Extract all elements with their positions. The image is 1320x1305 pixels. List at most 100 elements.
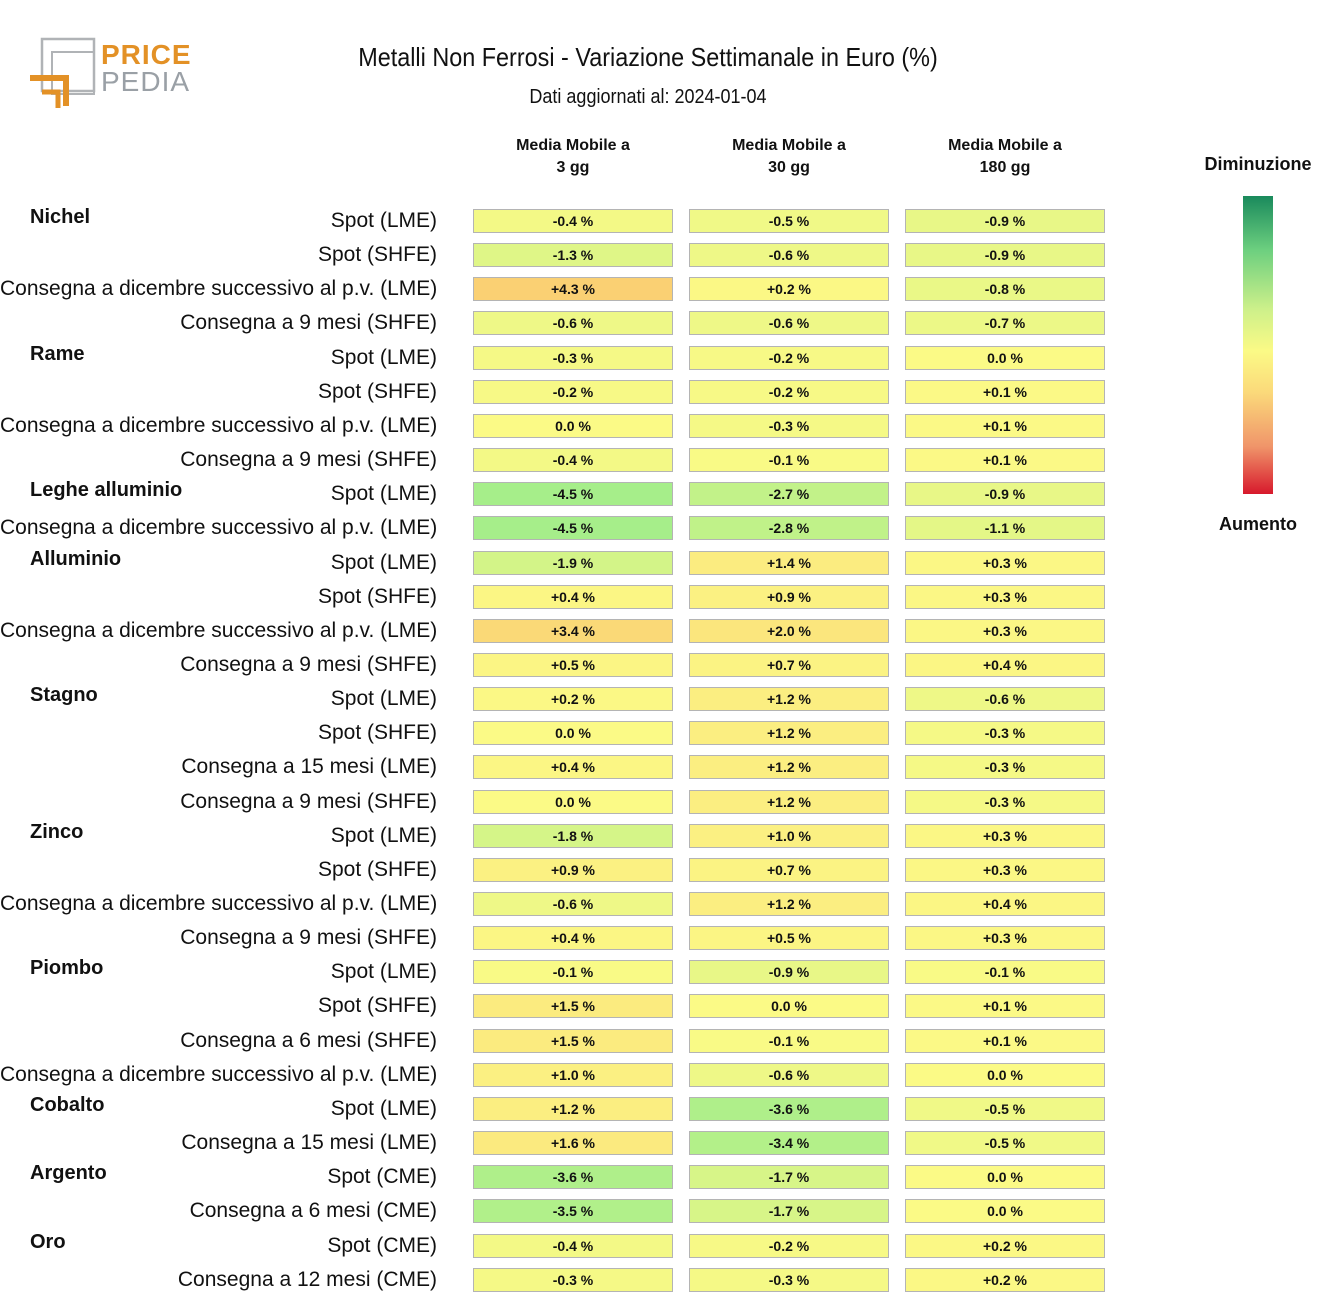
heatmap-cell: -0.6 % [689, 1062, 889, 1087]
heatmap-cell: +1.6 % [473, 1131, 673, 1156]
row-label: Spot (CME) [327, 1233, 437, 1257]
row-label: Spot (SHFE) [317, 857, 437, 881]
heatmap-cell: +0.3 % [905, 926, 1105, 951]
heatmap-cell: -0.5 % [905, 1131, 1105, 1156]
heatmap-cell: -0.4 % [473, 448, 673, 473]
heatmap-cell: -0.7 % [905, 311, 1105, 336]
legend-top-label: Diminuzione [1204, 154, 1312, 174]
heatmap-cell: -0.1 % [473, 960, 673, 985]
row-label: Spot (LME) [330, 1096, 437, 1120]
heatmap-cell: -0.9 % [905, 209, 1105, 233]
heatmap-cell: +2.0 % [689, 618, 889, 643]
heatmap-cell: -0.3 % [689, 1267, 889, 1292]
heatmap-cell: -0.6 % [473, 892, 673, 916]
row-label: Consegna a 9 mesi (SHFE) [180, 926, 437, 950]
heatmap-cell: +0.3 % [905, 584, 1105, 609]
heatmap-cell: 0.0 % [905, 1062, 1105, 1087]
heatmap-cell: -0.3 % [905, 755, 1105, 780]
group-label: Nichel [30, 206, 91, 228]
heatmap-cell: -3.6 % [473, 1165, 673, 1190]
row-label: Spot (SHFE) [317, 379, 437, 403]
heatmap-cell: +0.4 % [473, 926, 673, 951]
row-label: Spot (SHFE) [317, 243, 437, 267]
heatmap-cell: +0.1 % [905, 413, 1105, 438]
heatmap-cell: +0.2 % [473, 687, 673, 712]
heatmap-cell: -0.2 % [689, 379, 889, 404]
group-label: Zinco [30, 820, 84, 843]
heatmap-cell: +0.3 % [905, 618, 1105, 643]
heatmap-cell: -1.3 % [473, 243, 673, 268]
heatmap-cell: -0.6 % [689, 243, 889, 268]
heatmap-cell: -3.6 % [689, 1096, 889, 1121]
group-label: Alluminio [30, 547, 122, 570]
heatmap-cell: +1.0 % [689, 823, 889, 848]
heatmap-cell: +0.9 % [473, 857, 673, 882]
heatmap-cell: -4.5 % [473, 516, 673, 541]
column-header-180gg: Media Mobile a 180 gg [948, 137, 1062, 176]
heatmap-cell: -0.9 % [905, 482, 1105, 507]
logo-pedia-text: PEDIA [101, 66, 191, 97]
heatmap-cell: +0.1 % [905, 994, 1105, 1019]
heatmap-cell: -0.1 % [689, 448, 889, 473]
row-label: Consegna a dicembre successivo al p.v. (… [0, 1062, 438, 1086]
heatmap-cell: -0.3 % [905, 789, 1105, 814]
row-label: Consegna a dicembre successivo al p.v. (… [0, 516, 438, 540]
row-label: Spot (LME) [330, 960, 437, 984]
group-label: Rame [30, 342, 85, 365]
heatmap-cell: 0.0 % [689, 994, 889, 1019]
heatmap-cell: +0.4 % [473, 755, 673, 780]
heatmap-cell: +0.9 % [689, 584, 889, 609]
heatmap-cell: +1.5 % [473, 1028, 673, 1053]
heatmap-cell: +0.3 % [905, 550, 1105, 575]
heatmap-cell: -0.5 % [689, 209, 889, 233]
heatmap-cell: +0.5 % [473, 652, 673, 677]
heatmap-cell: +0.3 % [905, 823, 1105, 848]
legend-bottom-label: Aumento [1219, 514, 1297, 534]
heatmap-cell: +0.7 % [689, 652, 889, 677]
heatmap-cell: -0.2 % [473, 379, 673, 404]
heatmap-cell: +0.2 % [905, 1267, 1105, 1292]
row-label: Consegna a dicembre successivo al p.v. (… [0, 277, 438, 301]
heatmap-cell: -0.4 % [473, 209, 673, 233]
heatmap-cell: -0.6 % [473, 311, 673, 336]
group-label: Oro [30, 1230, 66, 1253]
heatmap-cell: +0.2 % [689, 277, 889, 302]
heatmap-cell: +0.4 % [905, 892, 1105, 916]
heatmap-cell: -1.7 % [689, 1165, 889, 1190]
group-label: Stagno [30, 684, 98, 707]
heatmap-cell: -1.9 % [473, 550, 673, 575]
heatmap-cell: 0.0 % [473, 789, 673, 814]
row-label: Spot (LME) [330, 345, 437, 369]
heatmap-cell: +1.2 % [689, 892, 889, 916]
heatmap-cell: -3.4 % [689, 1131, 889, 1156]
heatmap-cell: +0.4 % [905, 652, 1105, 677]
chart-subtitle: Dati aggiornati al: 2024-01-04 [529, 86, 767, 108]
row-label: Spot (SHFE) [317, 584, 437, 608]
column-header-30gg: Media Mobile a 30 gg [732, 137, 846, 176]
row-label: Spot (LME) [330, 823, 437, 847]
group-label: Argento [30, 1162, 107, 1185]
heatmap-cell: +1.2 % [689, 687, 889, 712]
heatmap-cell: 0.0 % [473, 721, 673, 746]
heatmap-cell: +0.4 % [473, 584, 673, 609]
heatmap-cell: +1.4 % [689, 550, 889, 575]
group-label: Leghe alluminio [30, 479, 183, 502]
row-label: Consegna a 9 mesi (SHFE) [180, 448, 437, 472]
heatmap-cell: +0.1 % [905, 1028, 1105, 1053]
heatmap-cell: +0.7 % [689, 857, 889, 882]
heatmap-cell: -1.8 % [473, 823, 673, 848]
heatmap-cell: +0.5 % [689, 926, 889, 951]
row-label: Consegna a 12 mesi (CME) [177, 1267, 437, 1291]
heatmap-cell: +3.4 % [473, 618, 673, 643]
heatmap-cell: -4.5 % [473, 482, 673, 507]
heatmap-cell: -0.3 % [905, 721, 1105, 746]
group-label: Cobalto [30, 1093, 105, 1116]
row-label: Consegna a 9 mesi (SHFE) [180, 789, 437, 813]
heatmap-cell: +1.5 % [473, 994, 673, 1019]
heatmap-cell: -0.6 % [689, 311, 889, 336]
row-label: Consegna a 9 mesi (SHFE) [180, 652, 437, 676]
heatmap-cell: +0.2 % [905, 1233, 1105, 1258]
row-label: Consegna a dicembre successivo al p.v. (… [0, 618, 438, 642]
heatmap-cell: -0.3 % [473, 345, 673, 370]
heatmap-cell: -1.7 % [689, 1199, 889, 1224]
